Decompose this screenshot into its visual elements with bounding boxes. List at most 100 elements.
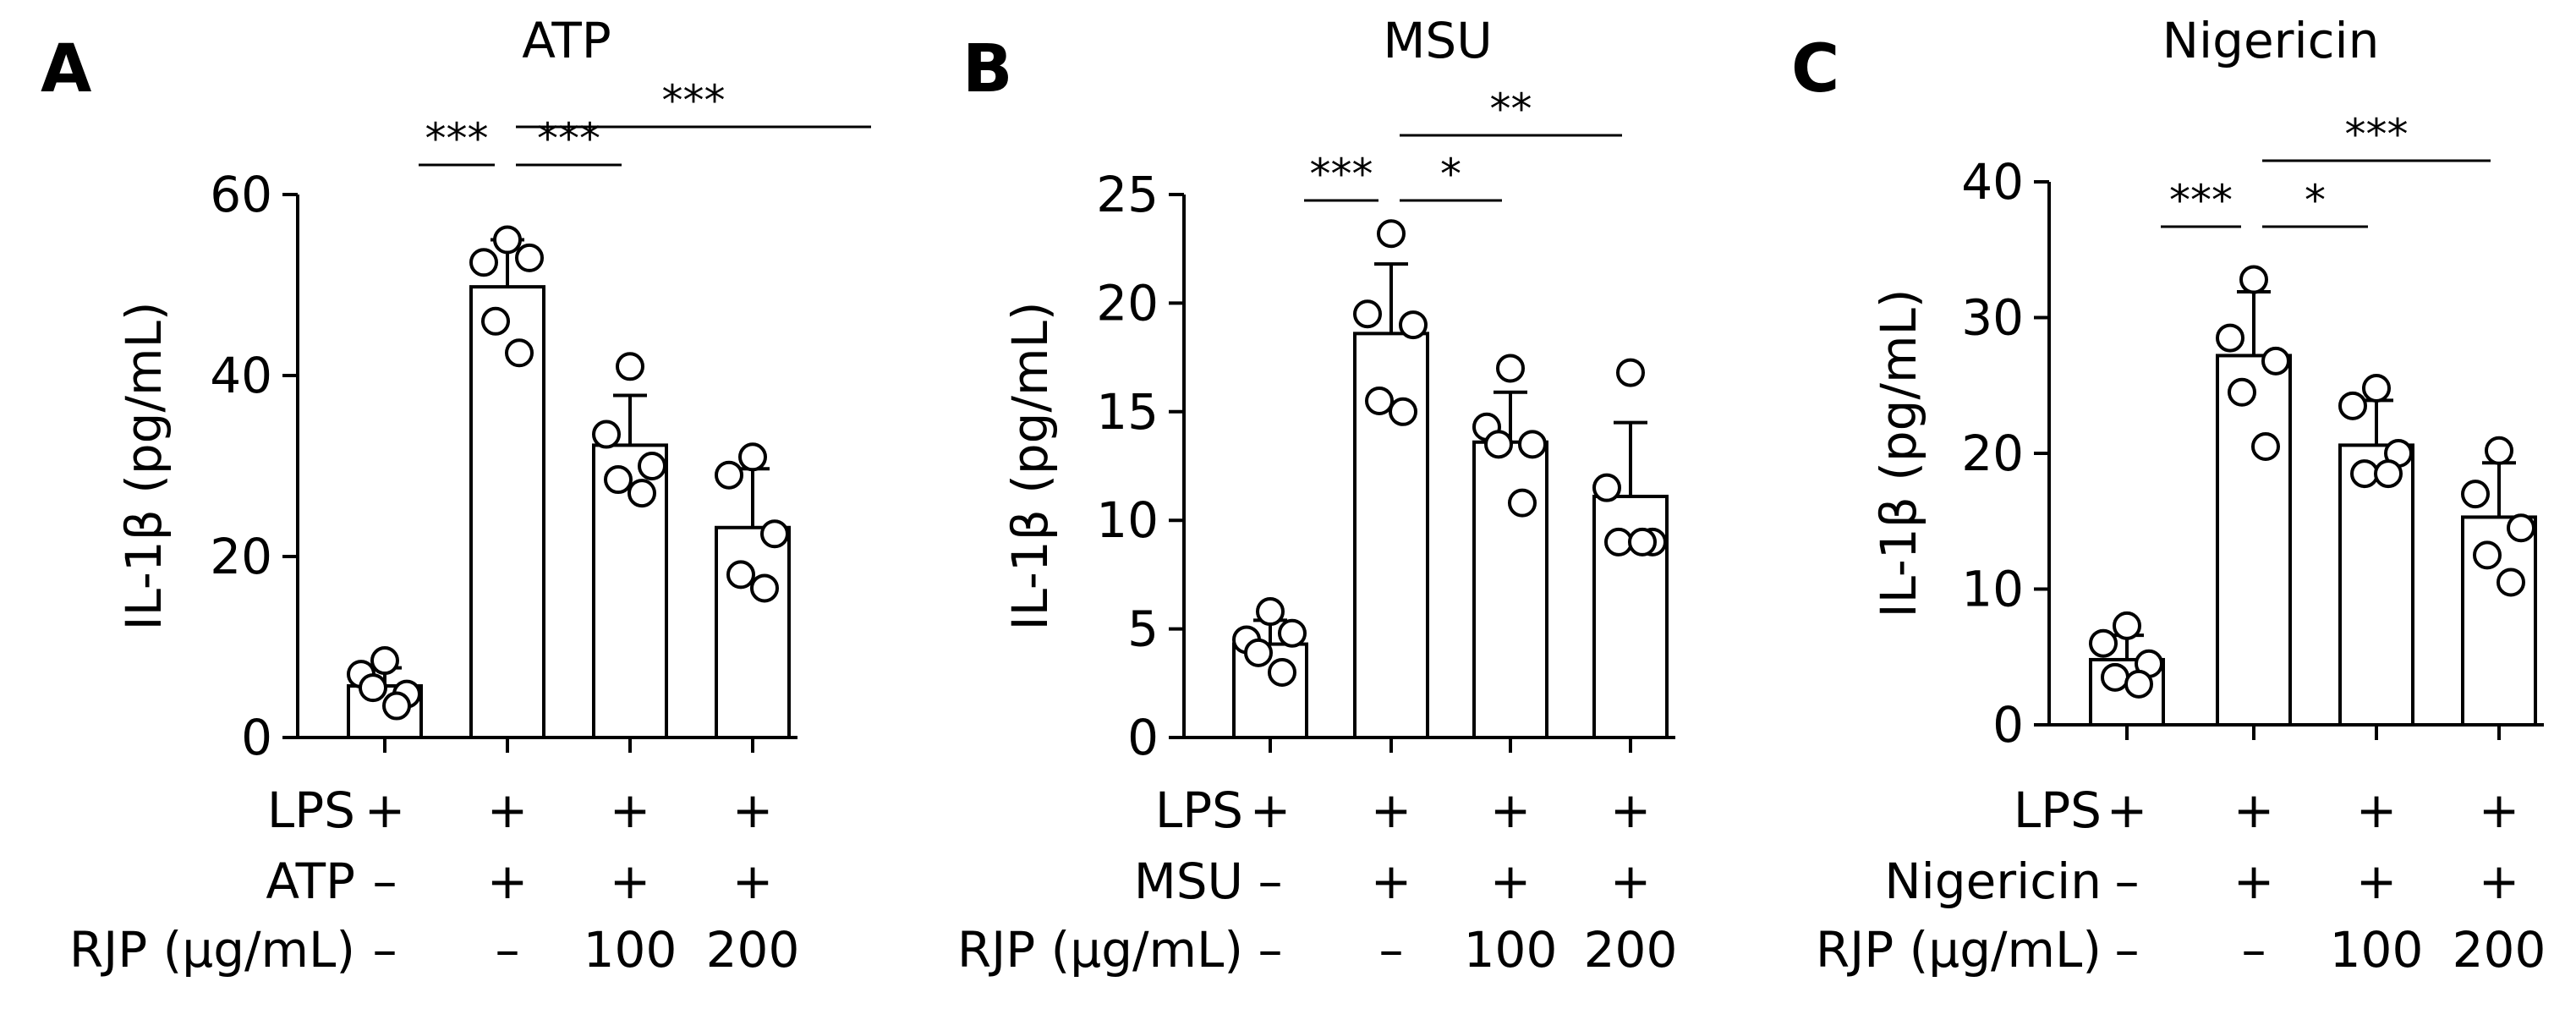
y-tick-label: 20: [1096, 274, 1159, 332]
data-point: [2485, 436, 2513, 465]
y-tick-label: 30: [1961, 289, 2024, 347]
condition-value: –: [1379, 921, 1404, 979]
y-axis-label: IL-1β (pg/mL): [1001, 302, 1059, 631]
significance-label: ***: [662, 76, 726, 125]
data-point: [2362, 373, 2391, 403]
data-point: [1353, 299, 1382, 329]
significance-label: ***: [2345, 110, 2409, 159]
condition-value: +: [364, 781, 406, 839]
significance-label: ***: [1310, 150, 1373, 199]
data-point: [2124, 669, 2153, 699]
panel-label: A: [41, 31, 91, 107]
y-tick-label: 40: [1961, 153, 2024, 211]
condition-value: +: [1610, 781, 1652, 839]
data-point: [2089, 628, 2118, 658]
condition-value: –: [496, 921, 520, 979]
condition-value: –: [2115, 921, 2140, 979]
significance-label: *: [2305, 176, 2326, 225]
condition-value: –: [373, 921, 397, 979]
data-point: [1365, 386, 1394, 415]
y-tick-label: 15: [1096, 383, 1159, 441]
condition-row-label: RJP (μg/mL): [1816, 921, 2102, 979]
significance-label: ***: [537, 114, 600, 163]
significance-label: ***: [2169, 176, 2233, 225]
y-tick-label: 60: [210, 166, 272, 223]
significance-label: *: [1440, 150, 1461, 199]
data-point: [481, 306, 510, 336]
data-point: [1389, 397, 1417, 426]
condition-value: +: [2356, 853, 2398, 910]
data-point: [1616, 358, 1645, 387]
y-tick-label: 25: [1096, 166, 1159, 223]
data-point: [382, 691, 411, 721]
condition-value: +: [610, 781, 651, 839]
data-point: [2101, 662, 2129, 692]
condition-value: +: [610, 853, 651, 910]
data-point: [592, 420, 621, 449]
condition-value: 100: [584, 921, 677, 979]
condition-value: 100: [1464, 921, 1558, 979]
data-point: [1244, 638, 1273, 667]
significance-label: ***: [425, 114, 489, 163]
condition-value: +: [1371, 853, 1412, 910]
data-point: [604, 465, 633, 495]
condition-value: +: [732, 781, 774, 839]
y-tick-label: 5: [1127, 600, 1159, 658]
condition-value: 200: [1584, 921, 1678, 979]
condition-row-label: MSU: [1134, 853, 1243, 910]
bar: [1472, 440, 1548, 739]
y-tick-label: 0: [241, 709, 272, 766]
chart-title: Nigericin: [2162, 12, 2380, 69]
data-point: [1399, 310, 1428, 340]
bar: [2338, 443, 2414, 727]
condition-value: +: [2233, 781, 2275, 839]
bar: [715, 525, 791, 740]
data-point: [2251, 431, 2280, 461]
significance-label: **: [1490, 85, 1532, 134]
data-point: [469, 248, 498, 277]
data-point: [1508, 488, 1537, 518]
data-point: [1628, 527, 1657, 557]
data-point: [2239, 265, 2268, 294]
condition-row-label: ATP: [266, 853, 355, 910]
condition-value: –: [1258, 921, 1283, 979]
condition-value: 200: [2453, 921, 2546, 979]
data-point: [638, 452, 666, 480]
data-point: [2261, 346, 2290, 376]
condition-row-label: LPS: [2014, 781, 2102, 839]
data-point: [726, 560, 755, 589]
y-tick-label: 10: [1961, 561, 2024, 618]
data-point: [359, 673, 387, 703]
condition-value: +: [2479, 781, 2520, 839]
data-point: [616, 352, 644, 381]
y-tick-label: 20: [210, 528, 272, 585]
condition-value: 200: [706, 921, 800, 979]
condition-row-label: RJP (μg/mL): [957, 921, 1243, 979]
data-point: [1268, 657, 1296, 687]
data-point: [628, 479, 656, 508]
data-point: [2113, 611, 2141, 640]
condition-value: +: [2356, 781, 2398, 839]
condition-row-label: RJP (μg/mL): [69, 921, 355, 979]
data-point: [715, 460, 743, 490]
condition-row-label: LPS: [1155, 781, 1243, 839]
data-point: [2497, 568, 2525, 597]
condition-value: –: [2115, 853, 2140, 910]
condition-value: +: [1250, 781, 1291, 839]
data-point: [1484, 430, 1513, 459]
condition-value: +: [1490, 853, 1532, 910]
data-point: [515, 243, 544, 272]
condition-row-label: LPS: [267, 781, 355, 839]
data-point: [2473, 540, 2502, 570]
y-axis-label: IL-1β (pg/mL): [1870, 289, 1927, 618]
condition-value: –: [1258, 853, 1283, 910]
data-point: [2350, 459, 2379, 489]
condition-value: –: [2242, 921, 2266, 979]
chart-title: MSU: [1383, 12, 1492, 69]
condition-value: +: [732, 853, 774, 910]
panel-label: B: [962, 31, 1012, 107]
y-tick-label: 0: [1127, 709, 1159, 766]
